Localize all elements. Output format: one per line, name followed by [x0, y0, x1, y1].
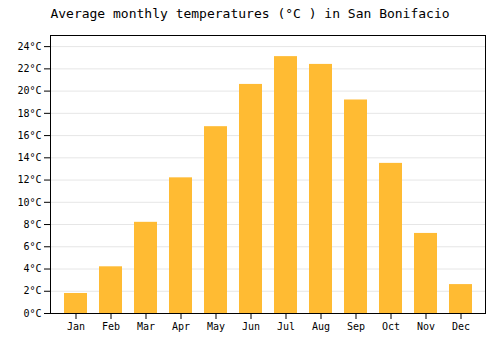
svg-text:16°C: 16°C [17, 130, 41, 141]
svg-text:6°C: 6°C [23, 241, 41, 252]
svg-text:2°C: 2°C [23, 285, 41, 296]
svg-text:Jun: Jun [242, 321, 260, 332]
svg-text:May: May [207, 321, 225, 332]
svg-text:Oct: Oct [382, 321, 400, 332]
svg-text:Apr: Apr [172, 321, 190, 332]
svg-text:Feb: Feb [102, 321, 120, 332]
svg-text:24°C: 24°C [17, 41, 41, 52]
html-text:Average monthly temperatures (: Average monthly temperatures (°C ) in Sa… [50, 6, 450, 21]
svg-text:Aug: Aug [312, 321, 330, 332]
svg-text:18°C: 18°C [17, 108, 41, 119]
svg-text:14°C: 14°C [17, 152, 41, 163]
svg-text:Sep: Sep [347, 321, 365, 332]
svg-text:10°C: 10°C [17, 197, 41, 208]
svg-text:Jan: Jan [67, 321, 85, 332]
svg-text:Dec: Dec [452, 321, 470, 332]
svg-text:Mar: Mar [137, 321, 155, 332]
svg-text:Nov: Nov [417, 321, 435, 332]
svg-text:0°C: 0°C [23, 308, 41, 319]
svg-text:8°C: 8°C [23, 219, 41, 230]
svg-text:12°C: 12°C [17, 174, 41, 185]
svg-text:22°C: 22°C [17, 63, 41, 74]
svg-text:20°C: 20°C [17, 85, 41, 96]
svg-text:Jul: Jul [277, 321, 295, 332]
svg-text:4°C: 4°C [23, 263, 41, 274]
